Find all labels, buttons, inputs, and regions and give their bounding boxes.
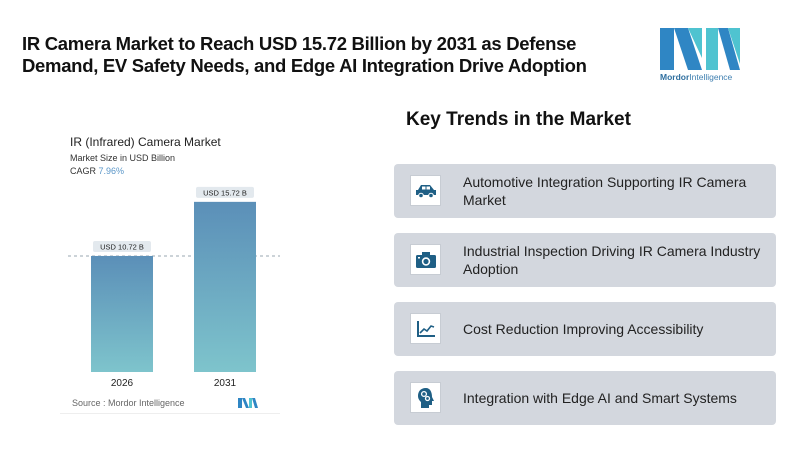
trend-card-industrial: Industrial Inspection Driving IR Camera … <box>394 233 776 287</box>
trend-card-automotive: Automotive Integration Supporting IR Cam… <box>394 164 776 218</box>
chart-canvas: USD 10.72 B 2026 USD 15.72 B 2031 <box>68 186 280 389</box>
cagr-value: 7.96% <box>98 166 125 176</box>
data-label: USD 10.72 B <box>100 242 144 251</box>
logo-wordmark: MordorIntelligence <box>660 72 733 82</box>
bar-2031 <box>194 201 256 372</box>
mordor-intelligence-logo: MordorIntelligence <box>660 28 740 84</box>
data-label-bg <box>196 186 254 198</box>
headline: IR Camera Market to Reach USD 15.72 Bill… <box>22 33 587 76</box>
chart-baseline <box>60 413 280 414</box>
logo-mark-icon <box>660 28 740 70</box>
trend-chart-icon <box>410 313 441 344</box>
market-chart: USD 10.72 B 2026 USD 15.72 B 2031 IR (Infra… <box>56 128 284 416</box>
car-icon <box>410 175 441 206</box>
chart-source: Source : Mordor Intelligence <box>72 398 185 408</box>
trend-label: Industrial Inspection Driving IR Camera … <box>463 243 761 277</box>
chart-cagr: CAGR 7.96% <box>70 166 125 176</box>
x-tick-label: 2026 <box>111 378 134 389</box>
trend-label: Integration with Edge AI and Smart Syste… <box>463 390 737 406</box>
chart-title: IR (Infrared) Camera Market <box>70 135 221 149</box>
trend-label: Automotive Integration Supporting IR Cam… <box>463 174 747 208</box>
trends-title: Key Trends in the Market <box>406 109 631 130</box>
ai-head-gears-icon <box>410 382 441 413</box>
camera-icon <box>410 244 441 275</box>
data-label-bg <box>93 240 151 252</box>
trend-card-edge-ai: Integration with Edge AI and Smart Syste… <box>394 371 776 425</box>
data-label: USD 15.72 B <box>203 188 247 197</box>
trend-label: Cost Reduction Improving Accessibility <box>463 321 704 337</box>
chart-subtitle: Market Size in USD Billion <box>70 153 176 163</box>
mini-logo-icon <box>238 398 258 408</box>
trend-card-cost: Cost Reduction Improving Accessibility <box>394 302 776 356</box>
x-tick-label: 2031 <box>214 378 237 389</box>
bar-2026 <box>91 255 153 372</box>
